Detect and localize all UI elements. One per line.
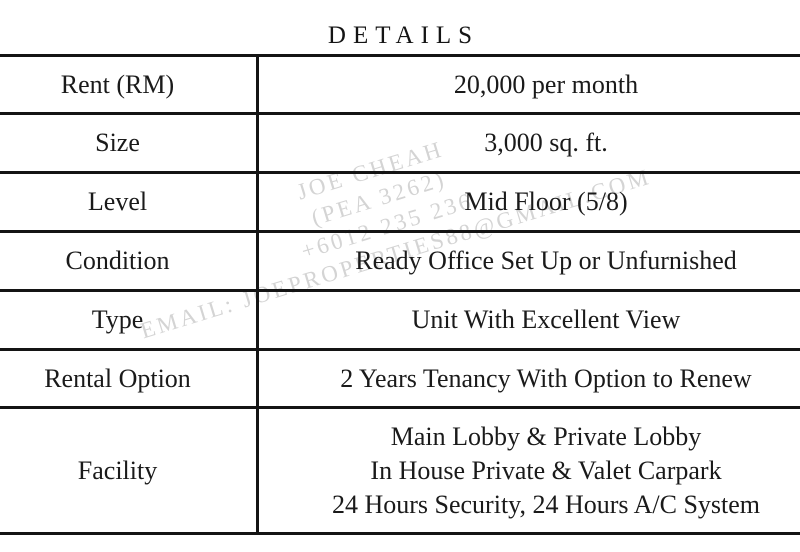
page-title: DETAILS <box>327 22 480 49</box>
row-value-size: 3,000 sq. ft. <box>484 128 608 157</box>
table-row-rental-option: Rental Option 2 Years Tenancy With Optio… <box>0 351 800 409</box>
row-value-condition: Ready Office Set Up or Unfurnished <box>355 246 737 275</box>
row-label-type: Type <box>0 292 259 348</box>
row-label-rent: Rent (RM) <box>0 57 259 112</box>
details-table: Rent (RM) 20,000 per month Size 3,000 sq… <box>0 54 800 535</box>
row-label-rental-option: Rental Option <box>0 351 259 406</box>
row-label-level: Level <box>0 174 259 230</box>
row-value-type: Unit With Excellent View <box>411 305 681 334</box>
table-row-facility: Facility Main Lobby & Private Lobby In H… <box>0 409 800 535</box>
row-label-facility: Facility <box>0 409 259 532</box>
row-value-facility: Main Lobby & Private Lobby In House Priv… <box>259 409 800 532</box>
row-value-level: Mid Floor (5/8) <box>464 187 628 216</box>
row-label-condition: Condition <box>0 233 259 289</box>
table-row-size: Size 3,000 sq. ft. <box>0 115 800 174</box>
table-row-rent: Rent (RM) 20,000 per month <box>0 57 800 115</box>
table-row-type: Type Unit With Excellent View <box>0 292 800 351</box>
facility-line-security: 24 Hours Security, 24 Hours A/C System <box>331 489 761 519</box>
facility-line-carpark: In House Private & Valet Carpark <box>370 455 722 485</box>
row-value-rent: 20,000 per month <box>453 69 639 99</box>
table-row-level: Level Mid Floor (5/8) <box>0 174 800 233</box>
row-label-size: Size <box>0 115 259 171</box>
facility-line-lobby: Main Lobby & Private Lobby <box>390 421 702 451</box>
row-value-rental-option: 2 Years Tenancy With Option to Renew <box>340 363 752 393</box>
table-row-condition: Condition Ready Office Set Up or Unfurni… <box>0 233 800 292</box>
